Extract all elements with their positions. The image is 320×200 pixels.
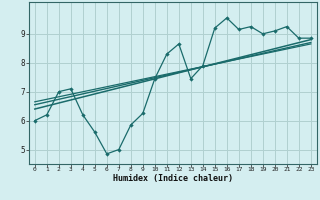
- X-axis label: Humidex (Indice chaleur): Humidex (Indice chaleur): [113, 174, 233, 183]
